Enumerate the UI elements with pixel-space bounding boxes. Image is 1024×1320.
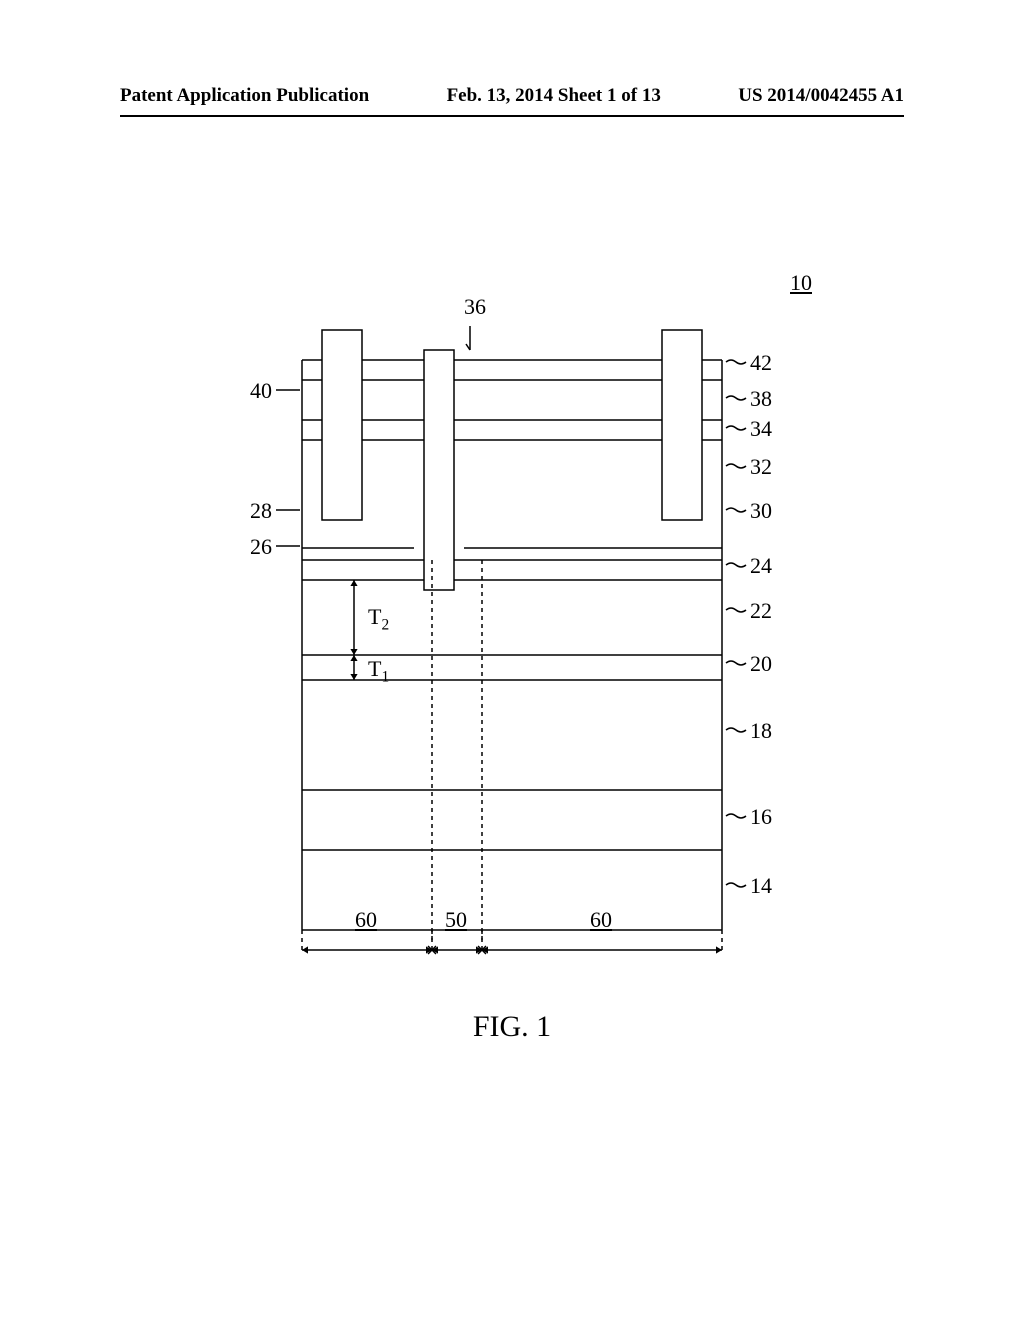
figure-1: 10 4238343230242220181614 402826 36 T2 T… <box>202 280 822 1000</box>
ref-20: 20 <box>750 651 772 677</box>
ref-26: 26 <box>250 534 272 560</box>
header-center: Feb. 13, 2014 Sheet 1 of 13 <box>447 85 661 107</box>
thickness-T2: T2 <box>368 604 389 634</box>
ref-30: 30 <box>750 498 772 524</box>
ref-18: 18 <box>750 718 772 744</box>
ref-42: 42 <box>750 350 772 376</box>
dim-60-left: 60 <box>355 907 377 933</box>
figure-container: 10 4238343230242220181614 402826 36 T2 T… <box>0 280 1024 1000</box>
dim-50: 50 <box>445 907 467 933</box>
ref-34: 34 <box>750 416 772 442</box>
ref-28: 28 <box>250 498 272 524</box>
ref-22: 22 <box>750 598 772 624</box>
page-header: Patent Application Publication Feb. 13, … <box>120 85 904 107</box>
ref-14: 14 <box>750 873 772 899</box>
ref-24: 24 <box>750 553 772 579</box>
thickness-T1: T1 <box>368 656 389 686</box>
ref-16: 16 <box>750 804 772 830</box>
ref-40: 40 <box>250 378 272 404</box>
ref-36: 36 <box>464 294 486 320</box>
figure-caption: FIG. 1 <box>0 1010 1024 1044</box>
ref-10: 10 <box>790 270 812 296</box>
ref-32: 32 <box>750 454 772 480</box>
dim-60-right: 60 <box>590 907 612 933</box>
header-right: US 2014/0042455 A1 <box>738 85 904 107</box>
figure-svg <box>202 280 822 980</box>
header-left: Patent Application Publication <box>120 85 369 107</box>
ref-38: 38 <box>750 386 772 412</box>
header-rule <box>120 115 904 117</box>
